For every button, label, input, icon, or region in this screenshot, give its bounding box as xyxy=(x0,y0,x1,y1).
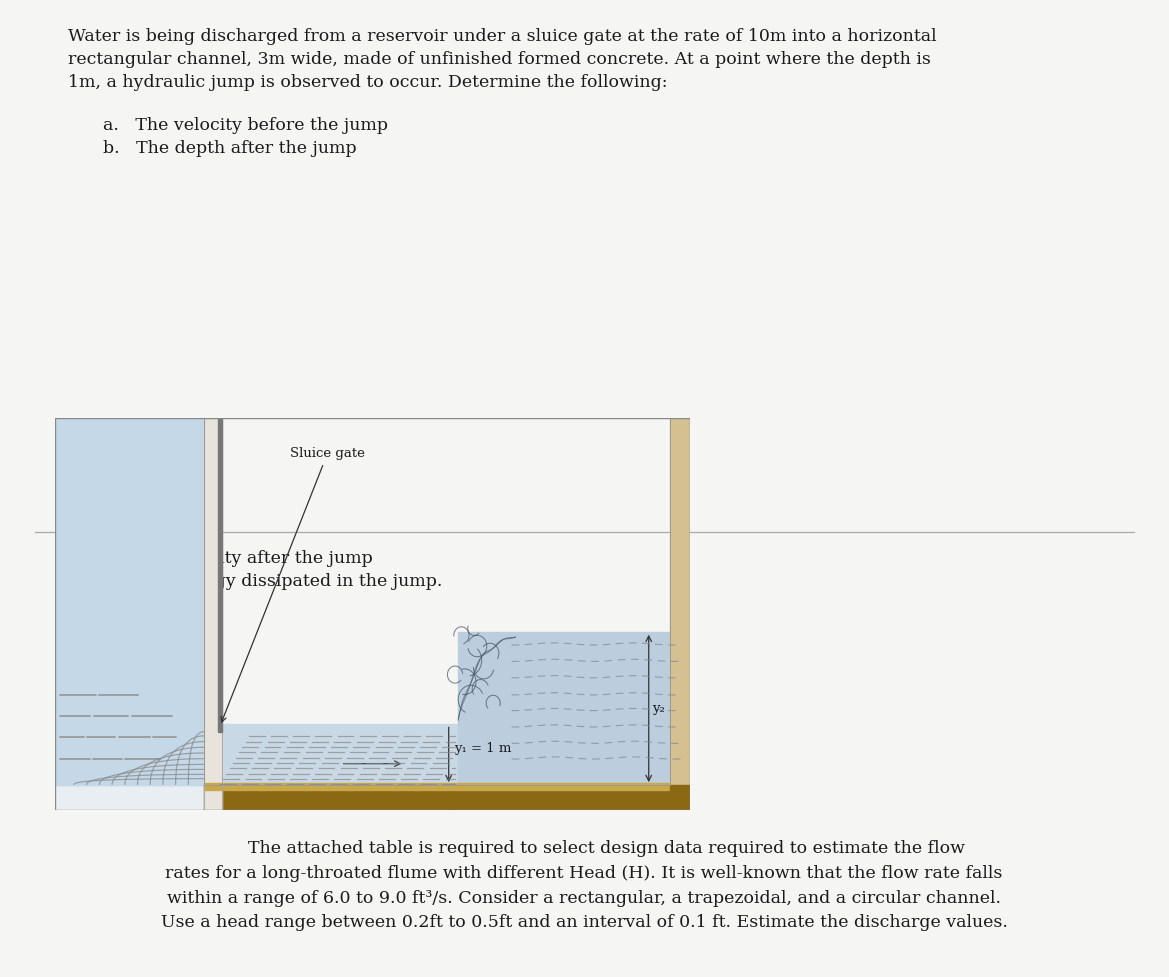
Bar xyxy=(670,786,690,810)
Bar xyxy=(55,418,205,786)
Text: c.   The velocity after the jump: c. The velocity after the jump xyxy=(103,550,373,567)
Text: The attached table is required to select design data required to estimate the fl: The attached table is required to select… xyxy=(160,840,1008,931)
Bar xyxy=(55,418,205,786)
Text: Water is being discharged from a reservoir under a sluice gate at the rate of 10: Water is being discharged from a reservo… xyxy=(68,28,936,45)
Bar xyxy=(219,418,222,732)
Text: y₂: y₂ xyxy=(652,701,665,715)
Text: Sluice gate: Sluice gate xyxy=(221,447,365,722)
Bar xyxy=(458,632,690,786)
Bar xyxy=(205,418,670,786)
Bar xyxy=(205,418,222,810)
Bar xyxy=(205,783,690,790)
Text: 1m, a hydraulic jump is observed to occur. Determine the following:: 1m, a hydraulic jump is observed to occu… xyxy=(68,74,667,91)
Bar xyxy=(205,725,471,786)
Text: y₁ = 1 m: y₁ = 1 m xyxy=(454,743,511,755)
Text: a.   The velocity before the jump: a. The velocity before the jump xyxy=(103,117,388,134)
Bar xyxy=(55,418,205,810)
Text: rectangular channel, 3m wide, made of unfinished formed concrete. At a point whe: rectangular channel, 3m wide, made of un… xyxy=(68,51,931,68)
Bar xyxy=(205,418,222,810)
Bar xyxy=(205,786,690,810)
Text: b.   The depth after the jump: b. The depth after the jump xyxy=(103,140,357,157)
Text: d.   The energy dissipated in the jump.: d. The energy dissipated in the jump. xyxy=(103,573,442,590)
Bar xyxy=(670,418,690,786)
